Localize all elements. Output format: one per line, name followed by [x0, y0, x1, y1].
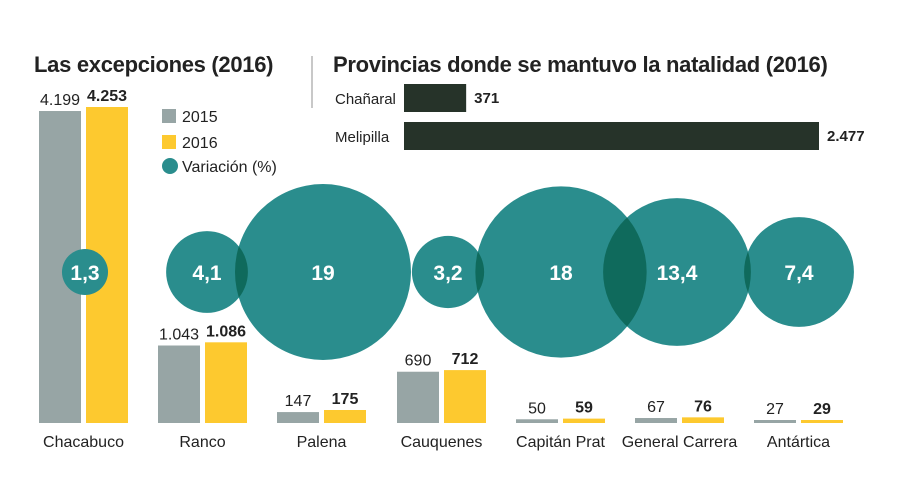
- value-label-2015: 50: [528, 400, 546, 417]
- value-label-2016: 1.086: [206, 323, 246, 340]
- bar-2016-5: [682, 417, 724, 423]
- hbar-category-label: Melipilla: [335, 129, 390, 146]
- variation-bubble: [166, 231, 248, 313]
- hbar-value-label: 371: [474, 90, 499, 107]
- category-label: Antártica: [767, 434, 830, 451]
- bar-2016-3: [444, 370, 486, 423]
- value-label-2015: 27: [766, 401, 784, 418]
- hbar: [404, 84, 467, 112]
- category-label: Cauquenes: [401, 434, 483, 451]
- variation-label: 13,4: [657, 262, 698, 285]
- title-divider: [311, 56, 313, 108]
- hbar: [404, 122, 819, 150]
- value-label-2015: 67: [647, 399, 665, 416]
- legend-variation-swatch: [162, 158, 178, 174]
- value-label-2015: 690: [405, 353, 432, 370]
- category-label: Chacabuco: [43, 434, 124, 451]
- legend-2016-swatch: [162, 135, 176, 149]
- variation-label: 18: [549, 262, 573, 285]
- hbar-category-label: Chañaral: [335, 91, 396, 108]
- legend-2015-swatch: [162, 109, 176, 123]
- category-label: Ranco: [179, 434, 225, 451]
- variation-label: 3,2: [433, 262, 462, 285]
- value-label-2016: 59: [575, 400, 593, 417]
- legend-variation-label: Variación (%): [182, 159, 277, 176]
- bar-2015-1: [158, 345, 200, 423]
- value-label-2016: 29: [813, 401, 831, 418]
- bar-2015-3: [397, 371, 439, 423]
- bar-2016-2: [324, 409, 366, 423]
- hbar-value-label: 2.477: [827, 128, 865, 145]
- bar-2015-2: [277, 412, 319, 423]
- variation-bubble: [411, 235, 485, 309]
- value-label-2015: 147: [285, 393, 312, 410]
- legend-2015-label: 2015: [182, 109, 218, 126]
- bar-2016-4: [563, 418, 605, 423]
- right-chart-title: Provincias donde se mantuvo la natalidad…: [333, 52, 828, 77]
- variation-bubble: [61, 248, 109, 296]
- value-label-2015: 1.043: [159, 327, 199, 344]
- category-label: General Carrera: [622, 434, 738, 451]
- variation-label: 19: [311, 262, 334, 285]
- variation-label: 7,4: [784, 262, 814, 285]
- bar-2016-1: [205, 342, 247, 423]
- left-chart-title: Las excepciones (2016): [34, 52, 274, 77]
- bar-2016-6: [801, 420, 843, 423]
- category-label: Capitán Prat: [516, 434, 605, 451]
- legend-2016-label: 2016: [182, 135, 218, 152]
- bar-2015-6: [754, 420, 796, 423]
- variation-bubble: [744, 217, 854, 327]
- value-label-2015: 4.199: [40, 92, 80, 109]
- variation-bubble: [603, 198, 751, 346]
- variation-bubble: [235, 184, 411, 360]
- bar-2015-4: [516, 419, 558, 423]
- bar-2015-5: [635, 418, 677, 423]
- value-label-2016: 76: [694, 398, 712, 415]
- value-label-2016: 4.253: [87, 88, 127, 105]
- variation-label: 1,3: [70, 262, 99, 285]
- category-label: Palena: [297, 434, 347, 451]
- value-label-2016: 175: [332, 391, 359, 408]
- value-label-2016: 712: [452, 351, 479, 368]
- variation-bubble: [475, 186, 647, 358]
- variation-label: 4,1: [192, 262, 222, 285]
